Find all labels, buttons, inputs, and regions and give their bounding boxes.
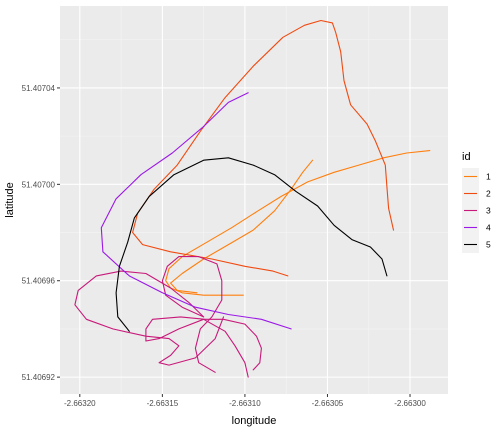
x-tick-label: -2.66300	[394, 399, 426, 408]
x-axis: -2.66320 -2.66315 -2.66310 -2.66305 -2.66300	[64, 394, 426, 408]
y-tick-label: 51.40696	[22, 277, 56, 286]
y-axis: 51.40692 51.40696 51.40700 51.40704	[22, 84, 60, 382]
y-tick-label: 51.40700	[22, 180, 56, 189]
x-axis-title: longitude	[232, 415, 277, 427]
x-tick-label: -2.66315	[147, 399, 179, 408]
legend: id 1 2 3 4 5	[462, 151, 491, 253]
legend-title: id	[462, 151, 471, 163]
y-tick-label: 51.40692	[22, 373, 56, 382]
y-axis-title: latitude	[4, 182, 16, 217]
legend-label: 4	[486, 223, 491, 233]
x-tick-label: -2.66320	[64, 399, 96, 408]
legend-label: 1	[486, 172, 491, 182]
x-tick-label: -2.66310	[229, 399, 261, 408]
plot-panel	[60, 6, 448, 394]
legend-items: 1 2 3 4 5	[462, 168, 491, 253]
legend-label: 2	[486, 189, 491, 199]
y-tick-label: 51.40704	[22, 84, 56, 93]
legend-label: 3	[486, 206, 491, 216]
legend-label: 5	[486, 240, 491, 250]
x-tick-label: -2.66305	[312, 399, 344, 408]
